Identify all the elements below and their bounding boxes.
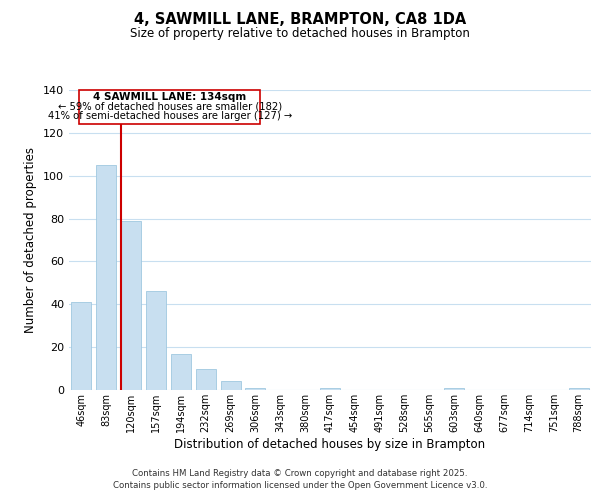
Y-axis label: Number of detached properties: Number of detached properties — [25, 147, 37, 333]
Bar — [196, 368, 215, 390]
Bar — [146, 292, 166, 390]
Text: Contains HM Land Registry data © Crown copyright and database right 2025.: Contains HM Land Registry data © Crown c… — [132, 468, 468, 477]
Text: 4 SAWMILL LANE: 134sqm: 4 SAWMILL LANE: 134sqm — [93, 92, 246, 102]
Bar — [97, 165, 116, 390]
Bar — [320, 388, 340, 390]
Text: 4, SAWMILL LANE, BRAMPTON, CA8 1DA: 4, SAWMILL LANE, BRAMPTON, CA8 1DA — [134, 12, 466, 28]
X-axis label: Distribution of detached houses by size in Brampton: Distribution of detached houses by size … — [175, 438, 485, 450]
Bar — [445, 388, 464, 390]
Text: Size of property relative to detached houses in Brampton: Size of property relative to detached ho… — [130, 28, 470, 40]
FancyBboxPatch shape — [79, 90, 260, 124]
Bar — [221, 382, 241, 390]
Bar — [569, 388, 589, 390]
Text: 41% of semi-detached houses are larger (127) →: 41% of semi-detached houses are larger (… — [47, 112, 292, 122]
Bar — [71, 302, 91, 390]
Bar — [245, 388, 265, 390]
Text: Contains public sector information licensed under the Open Government Licence v3: Contains public sector information licen… — [113, 481, 487, 490]
Bar — [121, 220, 141, 390]
Bar — [171, 354, 191, 390]
Text: ← 59% of detached houses are smaller (182): ← 59% of detached houses are smaller (18… — [58, 102, 282, 112]
